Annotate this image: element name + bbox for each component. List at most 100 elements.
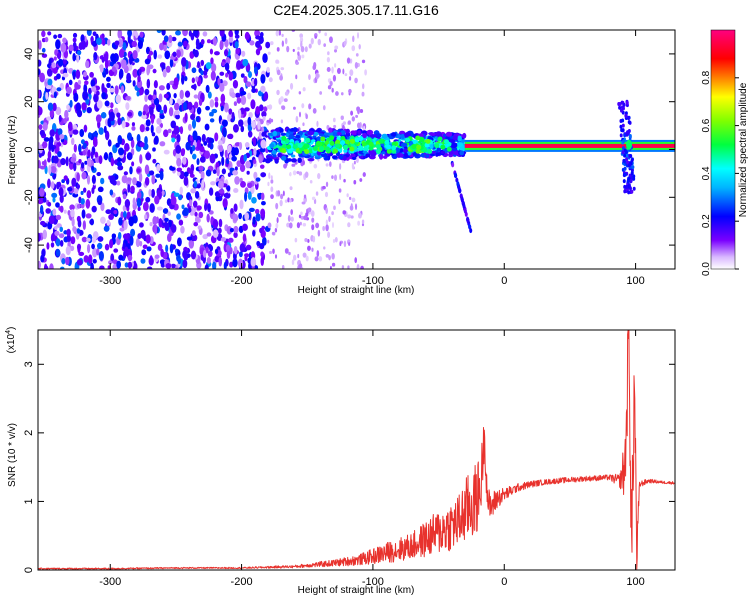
- spectrogram-cell: [201, 179, 205, 189]
- spectrogram-cell: [225, 72, 229, 78]
- spectrogram-cell: [177, 257, 182, 265]
- spectrogram-cell: [245, 81, 252, 88]
- spectrogram-cell: [57, 58, 64, 67]
- spectrogram-cell: [255, 106, 261, 115]
- spectrogram-cell: [104, 130, 110, 141]
- spectrogram-cell: [340, 130, 346, 136]
- spectrogram-cell: [260, 85, 266, 93]
- spectrogram-cell: [41, 30, 46, 38]
- spectrogram-cell: [290, 154, 296, 158]
- spectrogram-cell: [181, 74, 185, 85]
- spectrogram-xtick-label: 100: [626, 275, 644, 287]
- spectrogram-cell: [153, 97, 160, 106]
- snr-xtick-label: -200: [231, 576, 253, 588]
- spectrogram-cell: [299, 33, 304, 39]
- spectrogram-cell: [205, 62, 212, 70]
- spectrogram-cell: [119, 227, 125, 232]
- spectrogram-cell: [135, 32, 139, 39]
- colorbar-ticks: 0.0 0.2 0.4 0.6 0.8: [701, 70, 739, 276]
- spectrogram-cell: [156, 163, 161, 172]
- spectrogram-cell: [328, 215, 331, 223]
- spectrogram-cell: [305, 212, 309, 217]
- spectrogram-cell: [435, 152, 440, 156]
- spectrogram-cell: [179, 170, 185, 180]
- spectrogram-cell: [68, 44, 74, 52]
- spectrogram-cell: [619, 124, 623, 129]
- spectrogram-cell: [221, 156, 225, 167]
- spectrogram-cell: [234, 176, 240, 185]
- spectrogram-cell: [91, 187, 95, 195]
- spectrogram-cell: [204, 150, 211, 159]
- spectrogram-cell: [153, 49, 157, 60]
- spectrogram-cell: [343, 178, 346, 183]
- spectrogram-cell: [99, 64, 104, 73]
- spectrogram-cell: [314, 35, 318, 39]
- spectrogram-cell: [351, 197, 356, 203]
- spectrogram-cell: [136, 181, 142, 188]
- spectrogram-cell: [343, 240, 347, 248]
- spectrogram-cell: [254, 77, 258, 87]
- spectrogram-cell: [192, 206, 197, 213]
- spectrogram-cell: [122, 42, 127, 51]
- spectrogram-cell: [132, 68, 138, 78]
- spectrogram-cell: [55, 214, 62, 221]
- spectrogram-cell: [457, 135, 462, 142]
- spectrogram-cell: [622, 102, 626, 107]
- spectrogram-cell: [362, 83, 365, 90]
- spectrogram-cell: [327, 132, 334, 136]
- spectrogram-cell: [83, 255, 89, 263]
- spectrogram-cell: [152, 158, 157, 164]
- spectrogram-cell: [284, 91, 289, 96]
- spectrogram-cell: [87, 149, 91, 157]
- spectrogram-cell: [172, 51, 177, 58]
- spectrogram-cell: [347, 265, 350, 269]
- spectrogram-cell: [175, 152, 182, 160]
- spectrogram-cell: [122, 233, 129, 240]
- spectrogram-cell: [80, 40, 87, 50]
- spectrogram-cell: [71, 217, 75, 227]
- spectrogram-cell: [271, 149, 277, 155]
- spectrogram-cell: [136, 91, 140, 97]
- spectrogram-cell: [319, 91, 323, 95]
- spectrogram-cell: [217, 227, 222, 234]
- spectrogram-cell: [124, 199, 131, 208]
- spectrogram-cell: [50, 233, 55, 242]
- spectrogram-cell: [77, 219, 82, 228]
- spectrogram-cell: [287, 215, 291, 222]
- spectrogram-cell: [212, 229, 219, 238]
- spectrogram-cell: [270, 194, 274, 200]
- spectrogram-cell: [96, 90, 100, 96]
- spectrogram-cell: [66, 228, 71, 237]
- spectrogram-cell: [368, 145, 374, 151]
- spectrogram-cell: [324, 191, 329, 198]
- spectrogram-cell: [220, 105, 224, 112]
- spectrogram-cell: [331, 211, 334, 216]
- snr-ytick-label: 0: [23, 567, 35, 573]
- spectrogram-cell: [86, 157, 92, 167]
- spectrogram-cell: [224, 102, 229, 113]
- spectrogram-cell: [333, 205, 336, 211]
- spectrogram-cell: [49, 129, 55, 137]
- spectrogram-cell: [180, 148, 185, 157]
- spectrogram-cell: [327, 51, 330, 56]
- spectrogram-cell: [291, 158, 298, 163]
- spectrogram-cell: [381, 133, 388, 139]
- spectrogram-cell: [196, 139, 201, 150]
- spectrogram-cell: [98, 127, 104, 135]
- spectrogram-cell: [62, 59, 67, 65]
- spectrogram-cell: [233, 187, 239, 193]
- spectrogram-cell: [249, 40, 255, 46]
- spectrogram-cell: [76, 172, 80, 182]
- spectrogram-cell: [314, 129, 321, 133]
- spectrogram-cell: [302, 122, 305, 127]
- spectrogram-cell: [47, 150, 52, 159]
- spectrogram-cell: [381, 151, 386, 155]
- spectrogram-cell: [209, 48, 214, 55]
- spectrogram-cell: [176, 157, 182, 167]
- snr-xlabel: Height of straight line (km): [298, 585, 415, 596]
- spectrogram-cell: [312, 235, 316, 243]
- spectrogram-cell: [315, 72, 320, 80]
- spectrogram-cell: [189, 135, 194, 142]
- spectrogram-cell: [67, 121, 73, 132]
- spectrogram-cell: [91, 205, 97, 213]
